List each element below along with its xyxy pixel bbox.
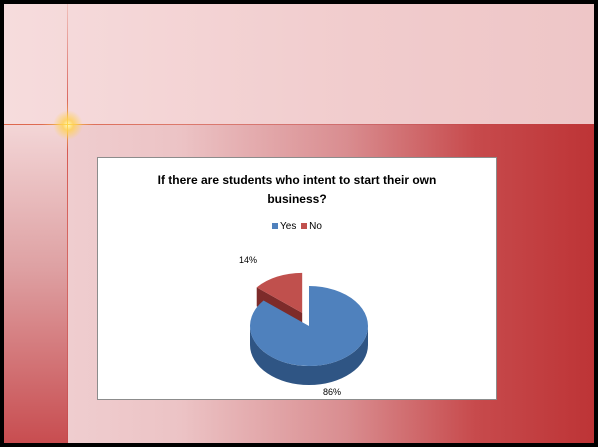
decorative-glow-ray-vertical: [67, 100, 68, 150]
chart-container: If there are students who intent to star…: [97, 157, 497, 400]
legend-item-yes: Yes: [272, 221, 296, 233]
chart-legend: Yes No: [98, 221, 496, 233]
data-label-yes: 86%: [323, 387, 341, 397]
slide-title-area: [4, 4, 594, 124]
decorative-vertical-line: [67, 4, 68, 443]
pie-chart: 86% 14%: [239, 255, 369, 397]
pie-slice-no: [256, 272, 303, 313]
legend-swatch-no: [301, 223, 308, 229]
legend-label-yes: Yes: [280, 221, 297, 232]
decorative-glow: [53, 110, 83, 140]
slide-left-band: [4, 124, 68, 443]
decorative-horizontal-line: [4, 124, 594, 125]
data-label-no: 14%: [239, 255, 257, 265]
decorative-glow-ray-horizontal: [42, 124, 94, 125]
slide: If there are students who intent to star…: [4, 4, 594, 443]
chart-title-line-1: If there are students who intent to star…: [157, 173, 437, 187]
pie-slice-yes-side: [250, 326, 368, 385]
legend-label-no: No: [309, 221, 322, 232]
legend-swatch-yes: [272, 223, 279, 229]
chart-title-line-2: business?: [267, 192, 327, 206]
chart-title: If there are students who intent to star…: [98, 171, 496, 209]
legend-item-no: No: [301, 221, 322, 233]
pie-slice-yes: [250, 286, 369, 366]
